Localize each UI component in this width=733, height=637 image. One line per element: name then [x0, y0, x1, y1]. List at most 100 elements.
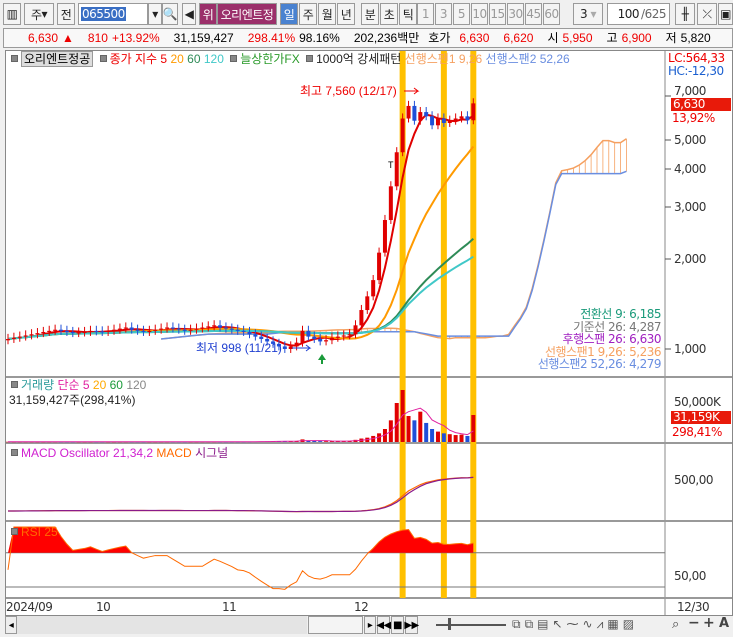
- chart-tools[interactable]: ⧉⧉▤↖⁓∿⩘▦▨: [512, 617, 639, 631]
- interval-button[interactable]: 3: [435, 3, 452, 25]
- candle-body: [324, 340, 329, 342]
- count-input[interactable]: 100/625: [607, 3, 670, 25]
- period-tab[interactable]: 년: [337, 3, 355, 25]
- candle-body: [306, 330, 311, 337]
- period-tab[interactable]: 분: [361, 3, 379, 25]
- ask-price: 6,630: [459, 31, 490, 45]
- stock-code-input[interactable]: 065500: [78, 3, 148, 25]
- change-percent: +13.92%: [111, 31, 160, 45]
- volume-bar: [394, 403, 399, 442]
- quote-label: 호가: [428, 31, 451, 45]
- candle-body: [6, 339, 10, 341]
- chart-canvas[interactable]: [6, 51, 732, 615]
- interval-button[interactable]: 10: [471, 3, 488, 25]
- quote-info-bar: 6,630 ▲ 810 +13.92% 31,159,427 298.41% 9…: [3, 28, 733, 48]
- price-tick: 5,000: [674, 133, 706, 147]
- font-size-icon[interactable]: A: [719, 616, 729, 631]
- date-label: 12: [354, 600, 369, 614]
- code-dropdown-icon[interactable]: ▾: [148, 3, 162, 25]
- candle-body: [312, 336, 317, 340]
- rsi-label: RSI 25: [21, 525, 58, 539]
- rewind-button[interactable]: ◀◀: [376, 616, 391, 634]
- code-value: 065500: [81, 7, 126, 21]
- scrollbar-thumb[interactable]: [308, 616, 363, 634]
- candle-body: [406, 105, 411, 119]
- speaker-icon[interactable]: ◀: [182, 3, 196, 25]
- low-annotation: 최저 998 (11/21): [196, 341, 282, 355]
- volume-bar: [318, 441, 323, 442]
- candle-body: [11, 337, 16, 340]
- zoom-slider-handle[interactable]: [448, 618, 451, 630]
- high-annotation: 최고 7,560 (12/17): [300, 84, 397, 98]
- scroll-left-button[interactable]: ◂: [5, 616, 17, 634]
- period-tab[interactable]: 일: [280, 3, 298, 25]
- price-change: 810: [87, 31, 108, 45]
- candle-body: [35, 333, 40, 335]
- volume-value: 31,159,427주(298,41%): [9, 393, 136, 407]
- period-tab[interactable]: 월: [318, 3, 336, 25]
- price-tick: 4,000: [674, 162, 706, 176]
- volume-label: 거래량: [21, 378, 55, 392]
- date-label: 10: [96, 600, 111, 614]
- current-price-tag: 6,630: [671, 98, 731, 111]
- ma5-legend: 종가 지수 5: [109, 52, 168, 66]
- volume-bar: [465, 435, 470, 442]
- volume-bar: [435, 431, 440, 442]
- stop-button[interactable]: ■: [391, 616, 404, 634]
- price-tick: 3,000: [674, 200, 706, 214]
- volume-pct-tag: 298,41%: [672, 425, 722, 439]
- save-icon[interactable]: ▣: [718, 3, 733, 25]
- interval-button[interactable]: 60: [543, 3, 560, 25]
- interval-button[interactable]: 5: [453, 3, 470, 25]
- high-arrow: [404, 87, 420, 95]
- search-icon[interactable]: 🔍: [162, 3, 178, 25]
- highlight-bar: [440, 51, 447, 598]
- candle-body: [377, 252, 382, 281]
- candle-body: [394, 152, 399, 187]
- volume-bar: [453, 435, 458, 442]
- period-tab[interactable]: 초: [380, 3, 398, 25]
- candle-body: [88, 330, 93, 332]
- market-select[interactable]: 주 ▾: [24, 3, 54, 25]
- price-tick: 7,000: [674, 84, 706, 98]
- pattern-marker: T: [388, 160, 394, 170]
- interval-button[interactable]: 30: [507, 3, 524, 25]
- candle-body: [412, 105, 417, 121]
- price-tick: 2,000: [674, 252, 706, 266]
- crosshair-add-icon[interactable]: ⤫: [697, 3, 717, 25]
- magnifier-icon[interactable]: ⌕: [672, 617, 679, 632]
- scrollbar-track[interactable]: [17, 616, 307, 634]
- candle-body: [135, 329, 140, 331]
- fast-forward-button[interactable]: ▶▶: [404, 616, 419, 634]
- total-count: /625: [641, 7, 666, 21]
- interval-button[interactable]: 45: [525, 3, 542, 25]
- play-forward-button[interactable]: ▸: [364, 616, 376, 634]
- interval-select[interactable]: 3 ▾: [573, 3, 603, 25]
- period-tab[interactable]: 주: [299, 3, 317, 25]
- main-legend: 오리엔트정공 종가 지수 5 20 60 120 늘상한가FX 1000억 강세…: [8, 51, 570, 67]
- highlight-bar: [470, 51, 477, 598]
- zoom-slider[interactable]: [436, 624, 506, 626]
- candle-tool-icon[interactable]: ╫: [675, 3, 695, 25]
- chart-area[interactable]: [5, 50, 733, 616]
- zoom-in-icon[interactable]: +: [703, 615, 715, 631]
- interval-button[interactable]: 15: [489, 3, 506, 25]
- layout-icon[interactable]: ▥: [3, 3, 21, 25]
- candle-body: [200, 327, 205, 329]
- stock-name-legend[interactable]: 오리엔트정공: [21, 51, 94, 67]
- prev-button[interactable]: 전: [57, 3, 75, 25]
- candle-body: [17, 336, 22, 338]
- volume-bar: [312, 440, 317, 442]
- interval-button[interactable]: 1: [417, 3, 434, 25]
- period-tab[interactable]: 틱: [399, 3, 417, 25]
- candle-body: [388, 186, 393, 221]
- zoom-out-icon[interactable]: −: [688, 615, 700, 631]
- lc-value: LC:564,33: [668, 51, 725, 65]
- stock-name: 오리엔트정: [217, 3, 277, 25]
- ichimoku-value: 선행스팬2 52,26: 4,279: [537, 357, 662, 371]
- volume-bar: [418, 411, 423, 442]
- candle-body: [453, 118, 458, 121]
- ma20-legend: 20: [170, 52, 184, 66]
- strong-pattern-legend: 1000억 강세패턴: [316, 52, 402, 66]
- candle-body: [400, 118, 405, 153]
